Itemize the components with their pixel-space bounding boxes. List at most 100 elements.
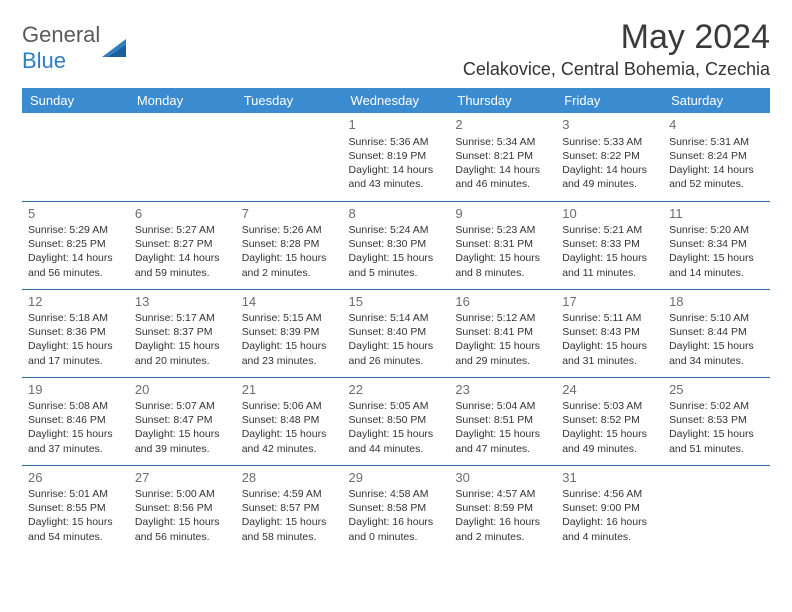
day-number: 29: [349, 469, 444, 487]
daylight-text: Daylight: 15 hours and 2 minutes.: [242, 251, 337, 279]
sunrise-text: Sunrise: 5:12 AM: [455, 311, 550, 325]
sunset-text: Sunset: 8:27 PM: [135, 237, 230, 251]
daylight-text: Daylight: 15 hours and 47 minutes.: [455, 427, 550, 455]
logo-word1: General: [22, 22, 100, 47]
day-number: 9: [455, 205, 550, 223]
calendar-day-cell: 26Sunrise: 5:01 AMSunset: 8:55 PMDayligh…: [22, 465, 129, 553]
calendar-day-cell: 24Sunrise: 5:03 AMSunset: 8:52 PMDayligh…: [556, 377, 663, 465]
calendar-day-cell: 2Sunrise: 5:34 AMSunset: 8:21 PMDaylight…: [449, 113, 556, 201]
day-number: 7: [242, 205, 337, 223]
sunrise-text: Sunrise: 5:23 AM: [455, 223, 550, 237]
day-number: 14: [242, 293, 337, 311]
sunrise-text: Sunrise: 5:36 AM: [349, 135, 444, 149]
calendar-day-cell: 29Sunrise: 4:58 AMSunset: 8:58 PMDayligh…: [343, 465, 450, 553]
sunset-text: Sunset: 8:51 PM: [455, 413, 550, 427]
calendar-day-cell: 25Sunrise: 5:02 AMSunset: 8:53 PMDayligh…: [663, 377, 770, 465]
calendar-day-cell: 14Sunrise: 5:15 AMSunset: 8:39 PMDayligh…: [236, 289, 343, 377]
daylight-text: Daylight: 15 hours and 26 minutes.: [349, 339, 444, 367]
sunrise-text: Sunrise: 5:04 AM: [455, 399, 550, 413]
calendar-day-cell: 9Sunrise: 5:23 AMSunset: 8:31 PMDaylight…: [449, 201, 556, 289]
sunset-text: Sunset: 8:24 PM: [669, 149, 764, 163]
daylight-text: Daylight: 14 hours and 43 minutes.: [349, 163, 444, 191]
weekday-header: Tuesday: [236, 88, 343, 113]
sunrise-text: Sunrise: 5:07 AM: [135, 399, 230, 413]
day-number: 28: [242, 469, 337, 487]
sunrise-text: Sunrise: 5:18 AM: [28, 311, 123, 325]
daylight-text: Daylight: 15 hours and 54 minutes.: [28, 515, 123, 543]
calendar-day-cell: 23Sunrise: 5:04 AMSunset: 8:51 PMDayligh…: [449, 377, 556, 465]
sunset-text: Sunset: 8:59 PM: [455, 501, 550, 515]
weekday-header: Saturday: [663, 88, 770, 113]
day-number: 23: [455, 381, 550, 399]
day-number: 5: [28, 205, 123, 223]
calendar-day-cell: 11Sunrise: 5:20 AMSunset: 8:34 PMDayligh…: [663, 201, 770, 289]
day-number: 15: [349, 293, 444, 311]
calendar-day-cell: [129, 113, 236, 201]
sunset-text: Sunset: 8:33 PM: [562, 237, 657, 251]
calendar-day-cell: [236, 113, 343, 201]
daylight-text: Daylight: 15 hours and 51 minutes.: [669, 427, 764, 455]
calendar-day-cell: 18Sunrise: 5:10 AMSunset: 8:44 PMDayligh…: [663, 289, 770, 377]
location-text: Celakovice, Central Bohemia, Czechia: [463, 59, 770, 80]
sunrise-text: Sunrise: 4:59 AM: [242, 487, 337, 501]
day-number: 26: [28, 469, 123, 487]
calendar-day-cell: 30Sunrise: 4:57 AMSunset: 8:59 PMDayligh…: [449, 465, 556, 553]
sunrise-text: Sunrise: 5:15 AM: [242, 311, 337, 325]
sunrise-text: Sunrise: 5:31 AM: [669, 135, 764, 149]
day-number: 25: [669, 381, 764, 399]
daylight-text: Daylight: 14 hours and 56 minutes.: [28, 251, 123, 279]
calendar-week-row: 12Sunrise: 5:18 AMSunset: 8:36 PMDayligh…: [22, 289, 770, 377]
calendar-day-cell: 28Sunrise: 4:59 AMSunset: 8:57 PMDayligh…: [236, 465, 343, 553]
sunset-text: Sunset: 8:57 PM: [242, 501, 337, 515]
sunrise-text: Sunrise: 4:57 AM: [455, 487, 550, 501]
daylight-text: Daylight: 14 hours and 59 minutes.: [135, 251, 230, 279]
daylight-text: Daylight: 14 hours and 46 minutes.: [455, 163, 550, 191]
calendar-day-cell: [22, 113, 129, 201]
day-number: 2: [455, 116, 550, 134]
sunset-text: Sunset: 8:43 PM: [562, 325, 657, 339]
day-number: 13: [135, 293, 230, 311]
sunset-text: Sunset: 8:44 PM: [669, 325, 764, 339]
day-number: 10: [562, 205, 657, 223]
daylight-text: Daylight: 15 hours and 5 minutes.: [349, 251, 444, 279]
calendar-day-cell: 20Sunrise: 5:07 AMSunset: 8:47 PMDayligh…: [129, 377, 236, 465]
sunset-text: Sunset: 8:50 PM: [349, 413, 444, 427]
calendar-day-cell: 4Sunrise: 5:31 AMSunset: 8:24 PMDaylight…: [663, 113, 770, 201]
day-number: 11: [669, 205, 764, 223]
daylight-text: Daylight: 15 hours and 29 minutes.: [455, 339, 550, 367]
calendar-day-cell: 17Sunrise: 5:11 AMSunset: 8:43 PMDayligh…: [556, 289, 663, 377]
calendar-day-cell: 5Sunrise: 5:29 AMSunset: 8:25 PMDaylight…: [22, 201, 129, 289]
day-number: 27: [135, 469, 230, 487]
sunrise-text: Sunrise: 5:21 AM: [562, 223, 657, 237]
logo-word2: Blue: [22, 48, 66, 73]
sunset-text: Sunset: 8:28 PM: [242, 237, 337, 251]
weekday-header: Friday: [556, 88, 663, 113]
day-number: 8: [349, 205, 444, 223]
sunset-text: Sunset: 8:30 PM: [349, 237, 444, 251]
sunset-text: Sunset: 8:58 PM: [349, 501, 444, 515]
daylight-text: Daylight: 15 hours and 34 minutes.: [669, 339, 764, 367]
sunset-text: Sunset: 8:37 PM: [135, 325, 230, 339]
calendar-day-cell: 6Sunrise: 5:27 AMSunset: 8:27 PMDaylight…: [129, 201, 236, 289]
sunrise-text: Sunrise: 5:24 AM: [349, 223, 444, 237]
day-number: 18: [669, 293, 764, 311]
day-number: 21: [242, 381, 337, 399]
sunset-text: Sunset: 8:41 PM: [455, 325, 550, 339]
sunrise-text: Sunrise: 5:29 AM: [28, 223, 123, 237]
calendar-day-cell: 22Sunrise: 5:05 AMSunset: 8:50 PMDayligh…: [343, 377, 450, 465]
sunrise-text: Sunrise: 5:06 AM: [242, 399, 337, 413]
day-number: 12: [28, 293, 123, 311]
calendar-day-cell: 27Sunrise: 5:00 AMSunset: 8:56 PMDayligh…: [129, 465, 236, 553]
calendar-day-cell: 19Sunrise: 5:08 AMSunset: 8:46 PMDayligh…: [22, 377, 129, 465]
daylight-text: Daylight: 15 hours and 31 minutes.: [562, 339, 657, 367]
sunset-text: Sunset: 8:48 PM: [242, 413, 337, 427]
sunset-text: Sunset: 8:39 PM: [242, 325, 337, 339]
day-number: 17: [562, 293, 657, 311]
calendar-day-cell: 31Sunrise: 4:56 AMSunset: 9:00 PMDayligh…: [556, 465, 663, 553]
sunrise-text: Sunrise: 4:56 AM: [562, 487, 657, 501]
daylight-text: Daylight: 14 hours and 49 minutes.: [562, 163, 657, 191]
day-number: 3: [562, 116, 657, 134]
sunset-text: Sunset: 8:34 PM: [669, 237, 764, 251]
sunrise-text: Sunrise: 5:27 AM: [135, 223, 230, 237]
sunrise-text: Sunrise: 5:10 AM: [669, 311, 764, 325]
